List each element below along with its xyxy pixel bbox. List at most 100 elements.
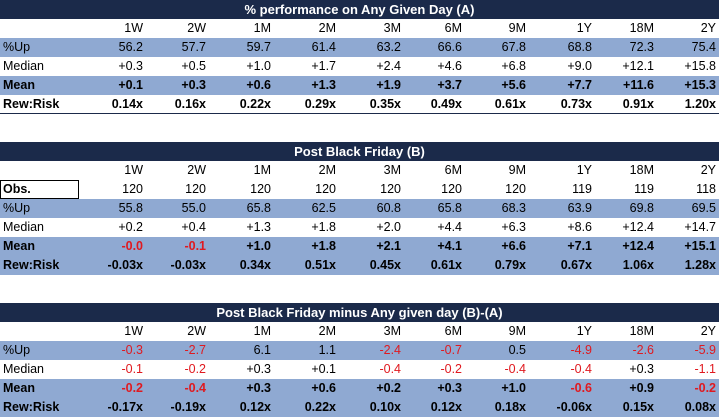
- table-cell: 0.35x: [369, 97, 401, 111]
- table-cell: +6.6: [501, 239, 526, 253]
- period-header: 1M: [253, 21, 271, 35]
- period-header: 2W: [187, 163, 206, 177]
- period-header: 2W: [187, 324, 206, 338]
- table-cell: 0.5: [508, 343, 526, 357]
- table-cell: +15.3: [684, 78, 716, 92]
- table-cell: -0.17x: [107, 400, 143, 414]
- period-header: 1W: [124, 21, 143, 35]
- period-header: 3M: [383, 21, 401, 35]
- section-title: % performance on Any Given Day (A): [0, 0, 719, 19]
- table-cell: 0.51x: [304, 258, 336, 272]
- period-header: 9M: [508, 21, 526, 35]
- table-cell: 1.1: [318, 343, 336, 357]
- table-cell: +0.3: [246, 362, 271, 376]
- table-cell: 0.22x: [239, 97, 271, 111]
- table-cell: +0.9: [629, 381, 654, 395]
- table-cell: +1.0: [246, 59, 271, 73]
- section-title: Post Black Friday minus Any given day (B…: [0, 303, 719, 322]
- period-header: 9M: [508, 163, 526, 177]
- table-cell: +0.4: [181, 220, 206, 234]
- table-cell: -2.7: [184, 343, 206, 357]
- table-cell: -0.03x: [170, 258, 206, 272]
- table-cell: +1.0: [246, 239, 271, 253]
- row-label: %Up: [3, 40, 31, 54]
- table-cell: 57.7: [181, 40, 206, 54]
- period-header: 18M: [629, 21, 654, 35]
- table-cell: 75.4: [691, 40, 716, 54]
- table-cell: +4.6: [437, 59, 462, 73]
- period-header: 2W: [187, 21, 206, 35]
- table-row: Median +0.3 +0.5 +1.0 +1.7 +2.4 +4.6 +6.8 +9.0 +1…: [0, 57, 719, 76]
- table-cell: 118: [696, 182, 716, 196]
- table-cell: 55.0: [181, 201, 206, 215]
- table-cell: -0.4: [504, 362, 526, 376]
- period-header: 1Y: [576, 21, 592, 35]
- table-row: %Up 56.2 57.7 59.7 61.4 63.2 66.6 67.8 68.8 72.3 7…: [0, 38, 719, 57]
- table-row: %Up 55.8 55.0 65.8 62.5 60.8 65.8 68.3 63.9 69.8 6…: [0, 199, 719, 218]
- table-cell: -0.2: [440, 362, 462, 376]
- row-label: %Up: [3, 343, 31, 357]
- table-cell: 0.16x: [174, 97, 206, 111]
- table-cell: 72.3: [629, 40, 654, 54]
- table-cell: +14.7: [684, 220, 716, 234]
- period-header: 2Y: [700, 21, 716, 35]
- period-header: 6M: [444, 163, 462, 177]
- row-label: Mean: [3, 381, 35, 395]
- table-cell: +0.6: [311, 381, 336, 395]
- table-cell: 0.12x: [430, 400, 462, 414]
- table-cell: -0.2: [121, 381, 143, 395]
- table-cell: +0.6: [246, 78, 271, 92]
- period-header: 1W: [124, 163, 143, 177]
- period-header: 1W: [124, 324, 143, 338]
- table-cell: 119: [634, 182, 654, 196]
- table-cell: +4.4: [437, 220, 462, 234]
- period-header: 6M: [444, 324, 462, 338]
- table-cell: +7.1: [567, 239, 592, 253]
- period-header: 9M: [508, 324, 526, 338]
- table-cell: +0.5: [181, 59, 206, 73]
- table-cell: -0.2: [694, 381, 716, 395]
- table-cell: -2.4: [379, 343, 401, 357]
- period-header: 18M: [629, 163, 654, 177]
- table-cell: 1.20x: [684, 97, 716, 111]
- table-cell: 0.12x: [239, 400, 271, 414]
- period-header: 1M: [253, 324, 271, 338]
- period-header-row: 1W 2W 1M 2M 3M 6M 9M 1Y 18M 2Y: [0, 322, 719, 341]
- table-cell: 0.29x: [304, 97, 336, 111]
- table-cell: +0.2: [118, 220, 143, 234]
- row-label: %Up: [3, 201, 31, 215]
- table-cell: -5.9: [694, 343, 716, 357]
- period-header: 2M: [318, 163, 336, 177]
- row-label: Median: [3, 59, 44, 73]
- table-cell: 6.1: [253, 343, 271, 357]
- table-cell: +6.3: [501, 220, 526, 234]
- row-label: Rew:Risk: [3, 97, 60, 111]
- period-header: 2M: [318, 21, 336, 35]
- period-header: 2Y: [700, 163, 716, 177]
- table-row: Rew:Risk -0.17x -0.19x 0.12x 0.22x 0.10x 0.12x…: [0, 398, 719, 417]
- table-cell: +4.1: [437, 239, 462, 253]
- table-cell: +0.3: [629, 362, 654, 376]
- table-cell: 68.8: [567, 40, 592, 54]
- table-row: Rew:Risk 0.14x 0.16x 0.22x 0.29x 0.35x 0.49x 0.…: [0, 95, 719, 114]
- table-row: Median +0.2 +0.4 +1.3 +1.8 +2.0 +4.4 +6.3 +8.6 +1…: [0, 218, 719, 237]
- table-cell: 0.34x: [239, 258, 271, 272]
- table-cell: 0.49x: [430, 97, 462, 111]
- table-cell: -0.4: [184, 381, 206, 395]
- table-cell: 0.61x: [494, 97, 526, 111]
- table-row: Rew:Risk -0.03x -0.03x 0.34x 0.51x 0.45x 0.61x…: [0, 256, 719, 275]
- table-cell: +11.6: [623, 78, 654, 92]
- row-label: Rew:Risk: [3, 400, 60, 414]
- table-row: Mean -0.0 -0.1 +1.0 +1.8 +2.1 +4.1 +6.6 +7.1 +12.…: [0, 237, 719, 256]
- period-header: 2Y: [700, 324, 716, 338]
- table-cell: 0.45x: [369, 258, 401, 272]
- table-cell: 0.67x: [560, 258, 592, 272]
- table-cell: +9.0: [567, 59, 592, 73]
- row-label: Median: [3, 362, 44, 376]
- table-cell: 56.2: [118, 40, 143, 54]
- table-cell: +1.3: [311, 78, 336, 92]
- table-cell: +12.1: [622, 59, 654, 73]
- table-cell: +1.8: [311, 239, 336, 253]
- table-cell: 0.08x: [684, 400, 716, 414]
